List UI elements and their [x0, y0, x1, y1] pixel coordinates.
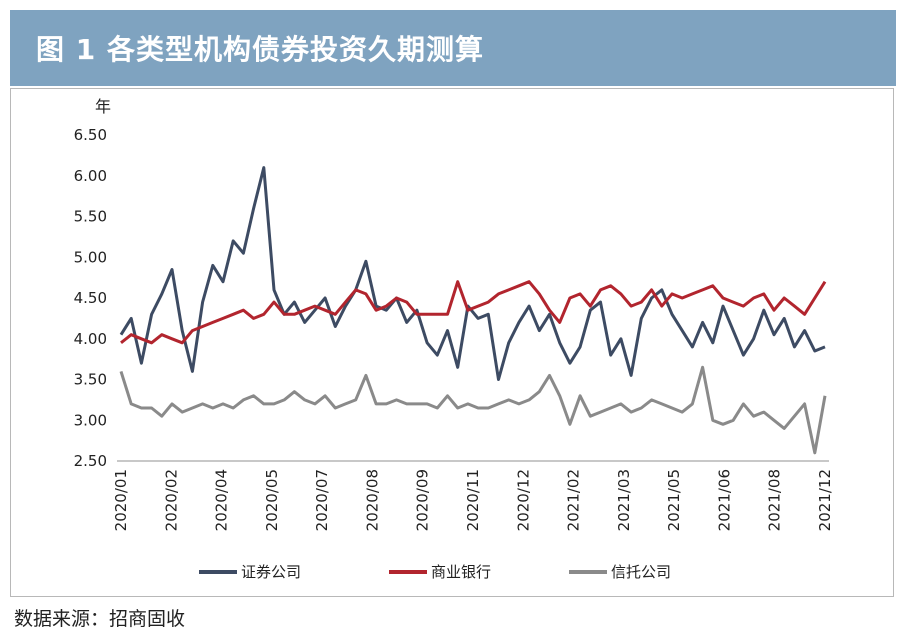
- series-line-2: [120, 280, 827, 345]
- y-tick-label: 5.00: [74, 248, 107, 266]
- y-tick-label: 3.50: [74, 371, 107, 389]
- y-tick-label: 4.50: [74, 289, 107, 307]
- x-tick-label: 2021/03: [615, 469, 633, 531]
- x-axis: 2020/01 2020/02 2020/04 2020/05 2020/07 2020/…: [112, 469, 834, 531]
- x-tick-label: 2020/11: [464, 469, 482, 531]
- y-tick-label: 4.00: [74, 330, 107, 348]
- series-line-3: [119, 365, 827, 455]
- x-tick-label: 2020/01: [112, 469, 130, 531]
- legend-label-3: 信托公司: [611, 563, 671, 581]
- chart-frame: 年 6.50 6.00 5.50 5.00 4.50 4.00 3.50 3.00 2.50 2…: [10, 88, 894, 597]
- legend: 证券公司 商业银行 信托公司: [199, 563, 671, 581]
- x-tick-label: 2021/05: [665, 469, 683, 531]
- y-tick-label: 6.00: [74, 167, 107, 185]
- x-tick-label: 2021/12: [816, 469, 834, 531]
- title-bar: 图 1 各类型机构债券投资久期测算: [10, 10, 896, 86]
- x-tick-label: 2021/06: [715, 469, 733, 531]
- legend-label-1: 证券公司: [241, 563, 301, 581]
- x-tick-label: 2020/08: [363, 469, 381, 531]
- y-tick-label: 2.50: [74, 452, 107, 470]
- y-tick-label: 6.50: [74, 126, 107, 144]
- x-tick-label: 2020/04: [213, 469, 231, 531]
- x-tick-label: 2021/02: [565, 469, 583, 531]
- x-tick-label: 2020/05: [263, 469, 281, 531]
- chart-title: 图 1 各类型机构债券投资久期测算: [36, 33, 484, 66]
- x-tick-label: 2020/02: [162, 469, 180, 531]
- x-tick-label: 2020/12: [514, 469, 532, 531]
- legend-label-2: 商业银行: [431, 563, 491, 581]
- series-layer: [119, 166, 827, 455]
- y-axis-unit-label: 年: [95, 97, 111, 116]
- line-chart: 年 6.50 6.00 5.50 5.00 4.50 4.00 3.50 3.00 2.50 2…: [74, 97, 834, 581]
- y-tick-label: 3.00: [74, 411, 107, 429]
- y-tick-label: 5.50: [74, 208, 107, 226]
- x-tick-label: 2020/09: [414, 469, 432, 531]
- x-tick-label: 2020/07: [313, 469, 331, 531]
- data-source-note: 数据来源：招商固收: [14, 608, 186, 630]
- series-line-1: [119, 166, 826, 381]
- x-tick-label: 2021/08: [766, 469, 784, 531]
- y-axis: 6.50 6.00 5.50 5.00 4.50 4.00 3.50 3.00 2.50: [74, 126, 829, 470]
